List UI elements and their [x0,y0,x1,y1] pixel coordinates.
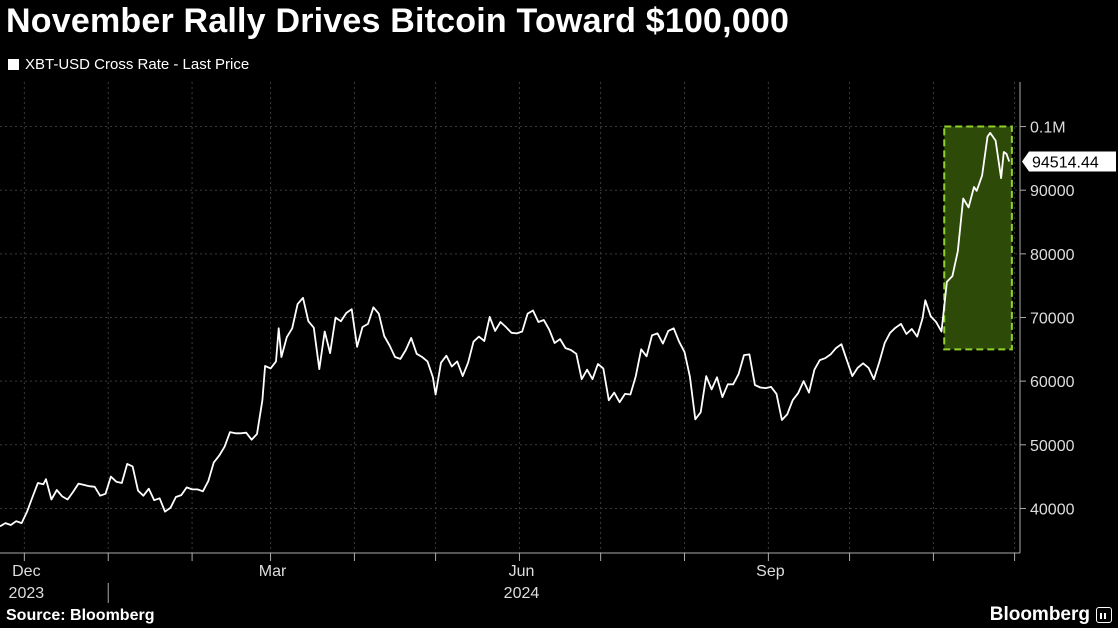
last-value-callout [1022,151,1116,172]
chart-title: November Rally Drives Bitcoin Toward $10… [6,2,790,40]
y-tick-label: 80000 [1030,247,1075,264]
legend-swatch [8,59,19,70]
brand-label: Bloomberg [989,604,1090,625]
x-tick-label: Mar [259,563,287,580]
highlight-november [943,125,1013,351]
last-value-label: 94514.44 [1032,154,1099,171]
x-tick-label: Dec [12,563,40,580]
x-year-label: 2023 [9,585,45,602]
source-note: Source: Bloomberg [6,607,155,624]
y-tick-label: 90000 [1030,183,1075,200]
legend-label: XBT-USD Cross Rate - Last Price [25,56,250,73]
y-tick-label: 60000 [1030,374,1075,391]
brand-logo: Bloomberg [990,604,1112,626]
y-tick-label: 50000 [1030,438,1075,455]
y-tick-label: 0.1M [1030,120,1066,137]
x-year-label: 2024 [504,585,540,602]
price-line [0,132,1011,528]
legend: XBT-USD Cross Rate - Last Price [8,56,249,73]
x-tick-label: Jun [509,563,535,580]
bloomberg-chart-icon [1096,607,1112,623]
x-tick-label: Sep [756,563,785,580]
y-tick-label: 40000 [1030,501,1075,518]
y-tick-label: 70000 [1030,311,1075,328]
